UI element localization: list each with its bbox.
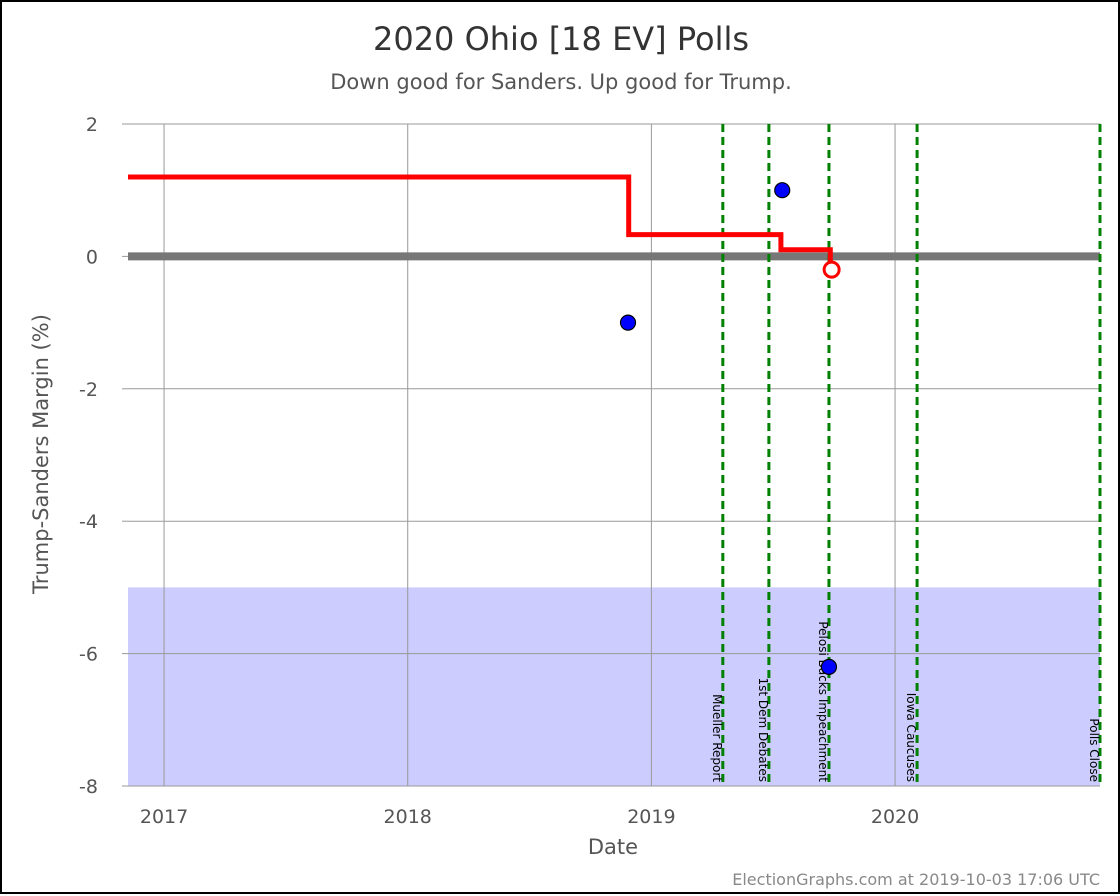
event-label: 1st Dem Debates <box>756 678 770 782</box>
average-step-line <box>128 174 833 261</box>
y-tick-label: -8 <box>79 776 98 798</box>
y-tick-label: -2 <box>79 379 98 401</box>
chart-subtitle: Down good for Sanders. Up good for Trump… <box>330 70 792 94</box>
plot-area <box>128 124 1100 786</box>
poll-point <box>820 658 838 675</box>
event-label: Mueller Report <box>710 694 724 782</box>
current-average-marker <box>822 260 841 279</box>
chart-title: 2020 Ohio [18 EV] Polls <box>373 20 749 58</box>
x-tick-label: 2020 <box>871 806 919 828</box>
x-tick-label: 2018 <box>384 806 432 828</box>
credit-text: ElectionGraphs.com at 2019-10-03 17:06 U… <box>732 870 1100 889</box>
event-label: Pelosi Backs Impeachment <box>816 621 830 782</box>
y-tick-label: 0 <box>86 246 98 268</box>
x-tick-label: 2017 <box>140 806 188 828</box>
sanders-region-shading <box>128 587 1100 786</box>
poll-point <box>774 182 791 199</box>
average-line <box>128 174 841 279</box>
event-label: Polls Close <box>1087 718 1101 782</box>
y-axis-label: Trump-Sanders Margin (%) <box>29 314 53 595</box>
x-axis-label: Date <box>588 835 638 859</box>
x-axis-ticks: 2017 2018 2019 2020 <box>140 806 919 828</box>
event-lines: Mueller Report 1st Dem Debates Pelosi Back… <box>710 124 1102 786</box>
y-tick-label: -4 <box>79 511 98 533</box>
y-tick-label: 2 <box>86 114 98 136</box>
y-tick-label: -6 <box>79 644 98 666</box>
y-axis-ticks: 2 0 -2 -4 -6 -8 <box>79 114 128 798</box>
poll-point <box>619 314 637 331</box>
poll-points <box>619 182 838 675</box>
x-tick-label: 2019 <box>627 806 675 828</box>
event-label: Iowa Caucuses <box>904 693 918 782</box>
